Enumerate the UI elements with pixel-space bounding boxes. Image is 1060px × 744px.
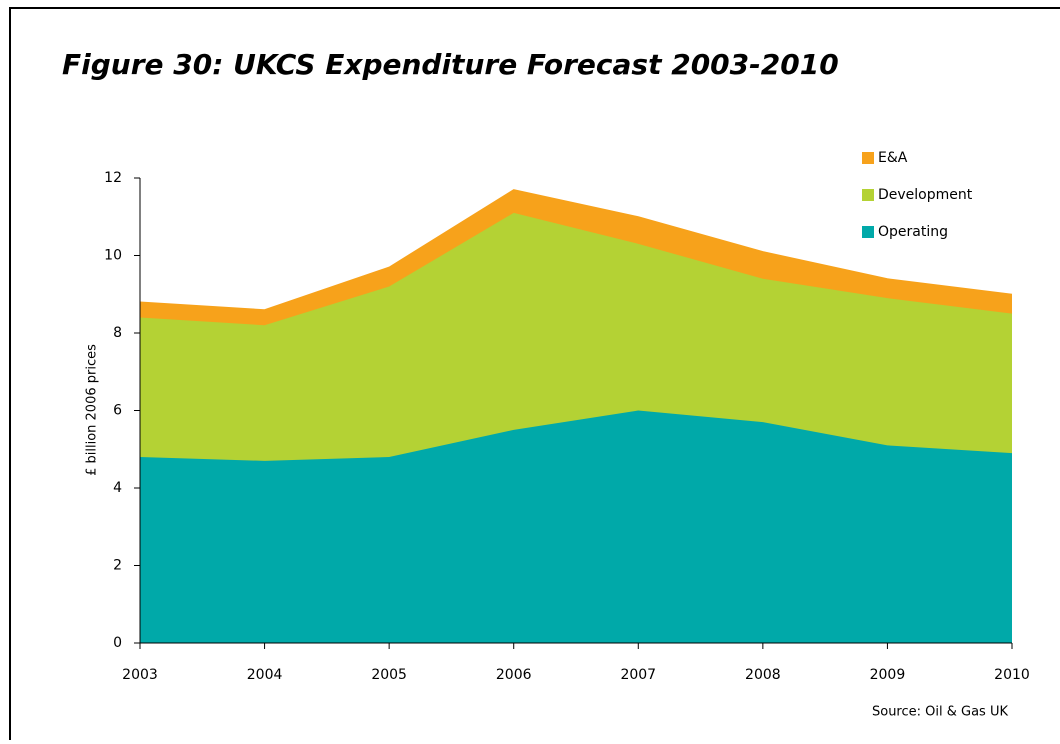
y-tick-label: 12 [104,170,122,186]
y-tick-label: 6 [113,403,122,419]
legend-swatch [862,226,874,238]
y-axis-label: £ billion 2006 prices [85,344,100,476]
x-tick-label: 2010 [994,667,1030,683]
y-tick-label: 0 [113,635,122,651]
legend-label: Operating [878,224,948,240]
x-tick-label: 2006 [496,667,532,683]
legend-label: E&A [878,150,908,166]
source: Source: Oil & Gas UK [872,705,1008,720]
area-fill [140,212,1012,461]
x-tick-label: 2003 [122,667,158,683]
x-tick-label: 2009 [870,667,906,683]
chart-title: Figure 30: UKCS Expenditure Forecast 200… [62,48,839,81]
area-fill [140,189,1012,326]
x-tick-label: 2008 [745,667,781,683]
area-fill [140,410,1012,643]
y-tick-label: 10 [104,248,122,264]
x-tick-label: 2005 [371,667,407,683]
x-tick-label: 2007 [620,667,656,683]
legend-label: Development [878,187,973,203]
y-tick-label: 8 [113,325,122,341]
area-edge [139,189,1013,311]
legend-swatch [862,152,874,164]
y-tick-label: 2 [113,558,122,574]
x-tick-label: 2004 [247,667,283,683]
legend-swatch [862,189,874,201]
y-tick-label: 4 [113,480,122,496]
frame [9,7,1060,744]
